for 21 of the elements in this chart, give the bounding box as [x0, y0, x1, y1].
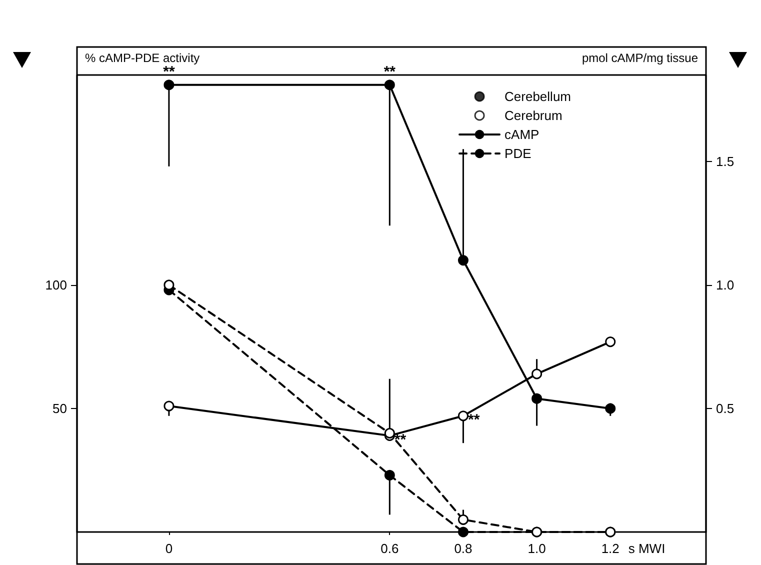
- legend-label: PDE: [504, 146, 532, 161]
- y-axis-title: % cAMP-PDE activity: [85, 51, 200, 65]
- legend-label: Cerebellum: [504, 89, 572, 104]
- y2-tick-label: 0.5: [716, 400, 734, 416]
- y2-tick-label: 1.0: [716, 277, 734, 292]
- legend-label: Cerebrum: [504, 108, 562, 123]
- y2-axis-title: pmol cAMP/mg tissue: [582, 51, 698, 65]
- data-label: **: [384, 64, 396, 81]
- y2-tick-label: 1.5: [716, 154, 734, 169]
- y-tick-label: 100: [45, 277, 67, 292]
- data-label: **: [468, 412, 480, 429]
- y-tick-label: 50: [52, 400, 67, 416]
- x-tick-label: 0.8: [454, 541, 472, 556]
- data-label: **: [394, 431, 406, 448]
- data-label: **: [163, 64, 175, 81]
- x-tick-label: 0: [165, 541, 173, 556]
- x-axis-title: s MWI: [628, 541, 666, 556]
- x-tick-label: 1.2: [601, 541, 620, 556]
- x-tick-label: 1.0: [528, 541, 546, 556]
- legend-label: cAMP: [504, 127, 540, 142]
- x-tick-label: 0.6: [380, 541, 399, 556]
